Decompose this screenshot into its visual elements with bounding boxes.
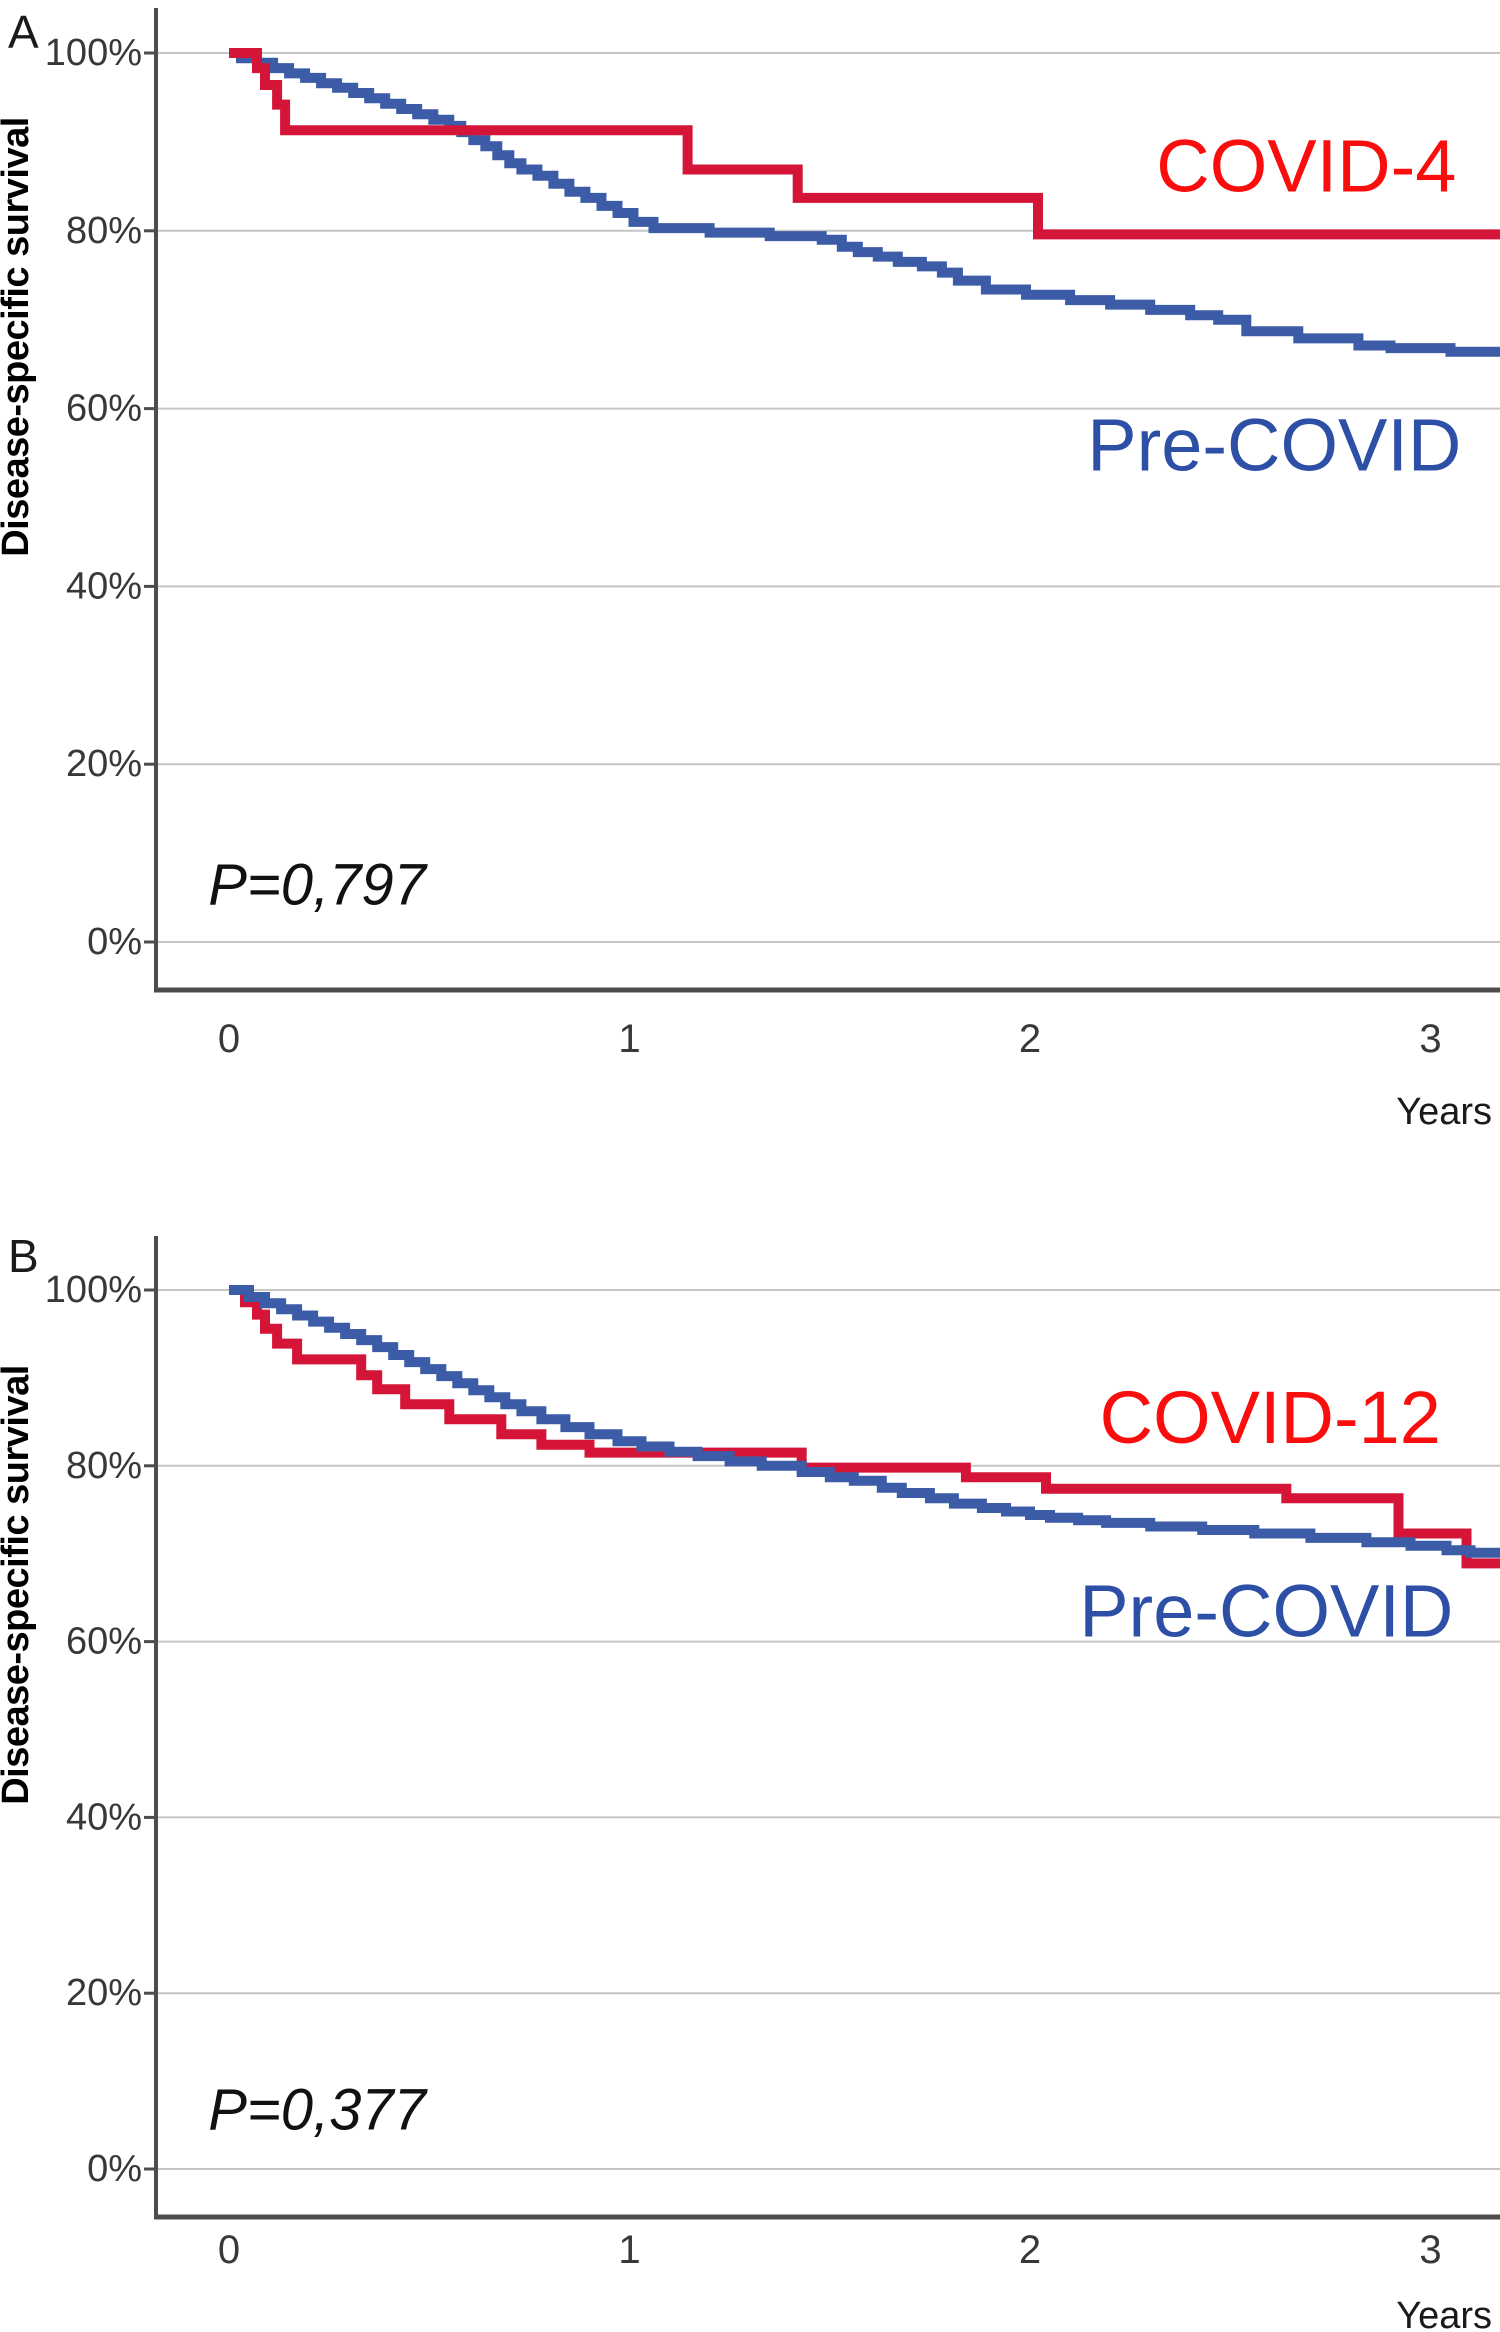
curve-pre-covid [229, 48, 1500, 357]
curve-covid-4 [229, 48, 1500, 240]
panel-letter: A [8, 6, 39, 58]
series-label-covid-4: COVID-4 [1156, 124, 1456, 207]
x-tick-label: 2 [1019, 1017, 1041, 1061]
y-tick-label: 60% [66, 1621, 142, 1663]
y-axis-title: Disease-specific survival [0, 1365, 37, 1805]
x-tick-label: 0 [218, 2228, 240, 2272]
p-value-label: P=0,797 [208, 853, 428, 918]
series-label-pre-covid: Pre-COVID [1079, 1569, 1453, 1652]
curve-pre-covid [229, 1285, 1500, 1558]
x-tick-label: 1 [618, 1017, 640, 1061]
panel-a-chart: 100% 80% 60% 40% 20% 0% 0 1 2 3 Years Disease-speci… [0, 6, 1500, 1133]
p-value-label: P=0,377 [208, 2078, 428, 2143]
x-tick-label: 0 [218, 1017, 240, 1061]
y-tick-label: 20% [66, 743, 142, 785]
x-tick-label: 2 [1019, 2228, 1041, 2272]
y-tick-label: 40% [66, 565, 142, 607]
y-tick-label: 80% [66, 210, 142, 252]
y-tick-label: 0% [87, 2148, 142, 2190]
y-tick-label: 80% [66, 1445, 142, 1487]
x-tick-label: 3 [1419, 2228, 1441, 2272]
curve-covid-12 [229, 1285, 1500, 1569]
x-axis-title: Years [1396, 1091, 1492, 1133]
y-axis-title: Disease-specific survival [0, 117, 37, 557]
y-tick-label: 100% [45, 1269, 142, 1311]
x-tick-label: 1 [618, 2228, 640, 2272]
panel-b: 100% 80% 60% 40% 20% 0% 0 1 2 3 Years Disease-speci… [0, 1166, 1500, 2332]
series-label-covid-12: COVID-12 [1100, 1376, 1441, 1459]
y-tick-label: 0% [87, 921, 142, 963]
y-tick-label: 40% [66, 1796, 142, 1838]
y-tick-label: 100% [45, 32, 142, 74]
panel-a: 100% 80% 60% 40% 20% 0% 0 1 2 3 Years Disease-speci… [0, 6, 1500, 1133]
y-tick-label: 20% [66, 1972, 142, 2014]
panel-b-chart: 100% 80% 60% 40% 20% 0% 0 1 2 3 Years Disease-speci… [0, 1230, 1500, 2332]
x-axis-title: Years [1396, 2295, 1492, 2332]
y-tick-label: 60% [66, 388, 142, 430]
series-label-pre-covid: Pre-COVID [1087, 404, 1461, 487]
panel-letter: B [8, 1230, 39, 1282]
x-tick-label: 3 [1419, 1017, 1441, 1061]
